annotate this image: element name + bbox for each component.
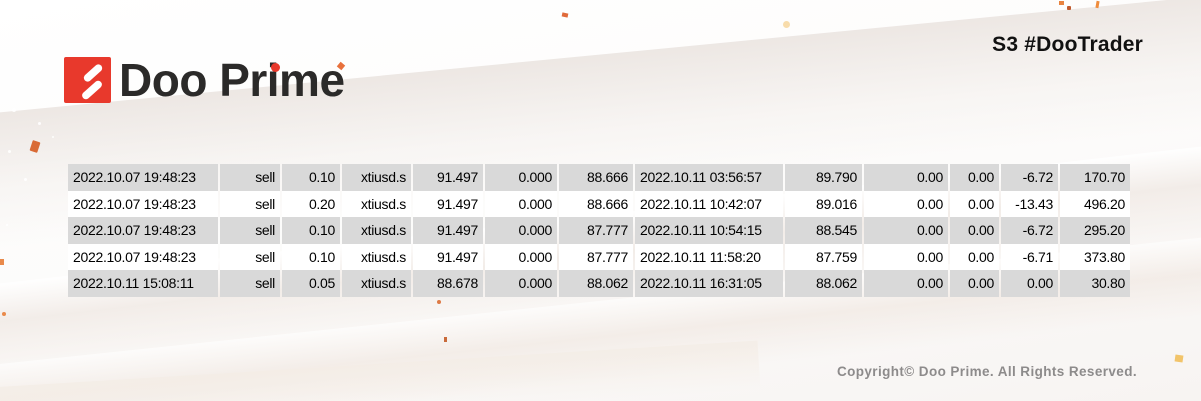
trade-row: 2022.10.07 19:48:23 sell 0.10 xtiusd.s 91.49…: [68, 243, 1130, 270]
cell-open-time: 2022.10.07 19:48:23: [68, 217, 218, 244]
confetti: [444, 337, 447, 342]
cell-tp: 88.666: [559, 164, 633, 191]
cell-swap: -6.72: [1001, 164, 1058, 191]
doo-prime-logo-icon: [64, 57, 111, 103]
cell-close-time: 2022.10.11 11:58:20: [635, 243, 783, 270]
cell-open-price: 91.497: [413, 217, 483, 244]
trade-row: 2022.10.11 15:08:11 sell 0.05 xtiusd.s 88.67…: [68, 270, 1130, 297]
cell-type: sell: [220, 243, 280, 270]
cell-sl: 0.000: [485, 217, 557, 244]
sparkle-dot: [24, 178, 27, 181]
cell-swap: -13.43: [1001, 190, 1058, 217]
cell-tp: 87.777: [559, 243, 633, 270]
brand-wordmark: Doo Prime: [119, 56, 345, 104]
confetti: [1174, 354, 1184, 363]
cell-tp: 88.666: [559, 190, 633, 217]
cell-close-price: 89.016: [785, 190, 862, 217]
cell-close-time: 2022.10.11 16:31:05: [635, 270, 783, 297]
cell-swap: -6.71: [1001, 243, 1058, 270]
confetti: [561, 12, 569, 18]
brand-wordmark-text: Doo Prime: [119, 54, 345, 106]
cell-taxes: 0.00: [950, 243, 999, 270]
cell-profit: 30.80: [1060, 270, 1130, 297]
cell-type: sell: [220, 190, 280, 217]
background-band: [0, 340, 761, 401]
cell-profit: 496.20: [1060, 190, 1130, 217]
cell-taxes: 0.00: [950, 164, 999, 191]
cell-sl: 0.000: [485, 164, 557, 191]
cell-size: 0.10: [282, 217, 340, 244]
copyright-text: Copyright© Doo Prime. All Rights Reserve…: [836, 364, 1137, 379]
cell-symbol: xtiusd.s: [342, 190, 411, 217]
cell-open-price: 91.497: [413, 243, 483, 270]
trade-row: 2022.10.07 19:48:23 sell 0.10 xtiusd.s 91.49…: [68, 164, 1130, 191]
cell-symbol: xtiusd.s: [342, 164, 411, 191]
confetti: [783, 21, 790, 28]
confetti: [1095, 0, 1100, 9]
trade-row: 2022.10.07 19:48:23 sell 0.10 xtiusd.s 91.49…: [68, 217, 1130, 244]
cell-commission: 0.00: [864, 243, 948, 270]
cell-open-price: 91.497: [413, 164, 483, 191]
cell-sl: 0.000: [485, 190, 557, 217]
cell-commission: 0.00: [864, 217, 948, 244]
cell-symbol: xtiusd.s: [342, 243, 411, 270]
cell-type: sell: [220, 270, 280, 297]
cell-profit: 295.20: [1060, 217, 1130, 244]
session-label: S3 #DooTrader: [992, 33, 1143, 56]
trades-table-body: 2022.10.07 19:48:23 sell 0.10 xtiusd.s 91.49…: [68, 164, 1130, 297]
cell-tp: 88.062: [559, 270, 633, 297]
cell-close-price: 88.062: [785, 270, 862, 297]
cell-open-time: 2022.10.07 19:48:23: [68, 164, 218, 191]
cell-type: sell: [220, 164, 280, 191]
sparkle-dot: [38, 122, 41, 125]
confetti: [1059, 1, 1064, 5]
confetti: [0, 259, 4, 265]
cell-commission: 0.00: [864, 270, 948, 297]
cell-close-time: 2022.10.11 10:54:15: [635, 217, 783, 244]
confetti: [437, 300, 441, 304]
sparkle-dot: [8, 150, 11, 153]
cell-sl: 0.000: [485, 243, 557, 270]
sparkle-dot: [6, 224, 8, 226]
cell-close-time: 2022.10.11 10:42:07: [635, 190, 783, 217]
cell-taxes: 0.00: [950, 217, 999, 244]
confetti: [1067, 6, 1071, 10]
trades-table-wrap: 2022.10.07 19:48:23 sell 0.10 xtiusd.s 91.49…: [66, 164, 1132, 297]
cell-close-price: 88.545: [785, 217, 862, 244]
cell-type: sell: [220, 217, 280, 244]
cell-close-time: 2022.10.11 03:56:57: [635, 164, 783, 191]
brand-i-dot: [271, 63, 280, 72]
cell-profit: 373.80: [1060, 243, 1130, 270]
cell-swap: -6.72: [1001, 217, 1058, 244]
cell-open-time: 2022.10.07 19:48:23: [68, 190, 218, 217]
trades-table: 2022.10.07 19:48:23 sell 0.10 xtiusd.s 91.49…: [66, 164, 1132, 297]
cell-symbol: xtiusd.s: [342, 217, 411, 244]
cell-taxes: 0.00: [950, 190, 999, 217]
cell-symbol: xtiusd.s: [342, 270, 411, 297]
cell-size: 0.20: [282, 190, 340, 217]
cell-open-time: 2022.10.11 15:08:11: [68, 270, 218, 297]
cell-sl: 0.000: [485, 270, 557, 297]
cell-size: 0.10: [282, 243, 340, 270]
cell-close-price: 87.759: [785, 243, 862, 270]
cell-size: 0.05: [282, 270, 340, 297]
cell-commission: 0.00: [864, 164, 948, 191]
cell-commission: 0.00: [864, 190, 948, 217]
cell-close-price: 89.790: [785, 164, 862, 191]
cell-profit: 170.70: [1060, 164, 1130, 191]
cell-open-price: 91.497: [413, 190, 483, 217]
cell-taxes: 0.00: [950, 270, 999, 297]
sparkle-dot: [52, 136, 54, 138]
cell-open-price: 88.678: [413, 270, 483, 297]
cell-swap: 0.00: [1001, 270, 1058, 297]
cell-open-time: 2022.10.07 19:48:23: [68, 243, 218, 270]
confetti: [2, 312, 6, 316]
confetti: [29, 140, 41, 153]
trade-row: 2022.10.07 19:48:23 sell 0.20 xtiusd.s 91.49…: [68, 190, 1130, 217]
cell-tp: 87.777: [559, 217, 633, 244]
sparkle-dot: [12, 108, 16, 112]
cell-size: 0.10: [282, 164, 340, 191]
